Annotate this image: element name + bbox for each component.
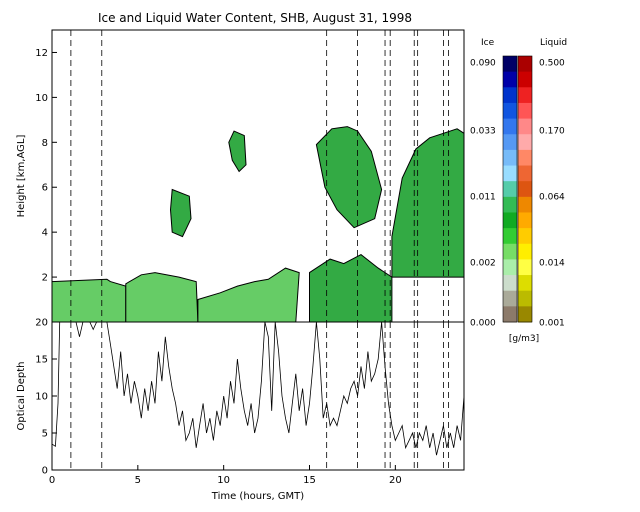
optical-depth-axis-ticks: 0 5 10 15 20 — [35, 318, 57, 477]
liquid-tick-1: 0.170 — [539, 127, 565, 137]
liquid-swatch-12 — [518, 243, 532, 260]
height-tick-label-8: 8 — [42, 138, 48, 149]
od-tick-label-20: 20 — [35, 318, 48, 329]
liquid-swatch-9 — [518, 196, 532, 213]
liquid-swatch-5 — [518, 134, 532, 151]
ice-swatch-3 — [503, 102, 517, 120]
cloud-region-0 — [51, 278, 127, 323]
time-axis-label: Time (hours, GMT) — [211, 491, 305, 502]
time-tick-label-0: 0 — [49, 475, 55, 486]
colorbar-liquid-label: Liquid — [540, 38, 567, 48]
liquid-tick-0: 0.500 — [539, 59, 565, 69]
liquid-swatch-16 — [518, 306, 532, 323]
time-tick-label-15: 15 — [303, 475, 316, 486]
liquid-swatch-14 — [518, 275, 532, 292]
height-tick-label-6: 6 — [42, 183, 48, 194]
liquid-swatch-11 — [518, 228, 532, 245]
time-tick-label-10: 10 — [217, 475, 230, 486]
liquid-tick-3: 0.014 — [539, 259, 565, 269]
ice-swatch-1 — [503, 71, 517, 88]
top-time-markers — [70, 30, 449, 322]
liquid-swatch-0 — [518, 56, 532, 73]
liquid-swatch-4 — [518, 118, 532, 135]
od-tick-label-15: 15 — [35, 355, 48, 366]
cloud-panel: 2 4 6 8 10 12 Height [km,AGL] — [16, 29, 465, 323]
ice-tick-3: 0.002 — [470, 259, 496, 269]
cloud-region-6 — [315, 126, 383, 229]
time-tick-label-5: 5 — [135, 475, 141, 486]
ice-swatch-0 — [503, 56, 517, 73]
colorbar-units: [g/m3] — [509, 334, 539, 344]
liquid-swatch-8 — [518, 181, 532, 198]
od-tick-label-0: 0 — [42, 466, 48, 477]
optical-depth-panel: 0 5 10 15 20 0 5 10 15 20 Optical Depth Time (ho… — [16, 318, 465, 502]
liquid-swatch-10 — [518, 212, 532, 229]
ice-tick-1: 0.033 — [470, 127, 496, 137]
height-tick-label-10: 10 — [35, 93, 48, 104]
height-tick-label-2: 2 — [42, 273, 48, 284]
colorbar-ice-label: Ice — [481, 38, 495, 48]
ice-colorbar-ticks: 0.090 0.033 0.011 0.002 0.000 — [470, 59, 496, 329]
ice-swatch-14 — [503, 275, 517, 292]
cloud-regions — [51, 126, 465, 323]
ice-outline — [502, 55, 518, 323]
liquid-colorbar — [517, 55, 533, 323]
liquid-swatch-15 — [518, 290, 532, 307]
cloud-region-2 — [197, 267, 300, 323]
optical-depth-axis-label: Optical Depth — [16, 362, 27, 431]
cloud-region-1 — [125, 272, 199, 323]
liquid-outline — [517, 55, 533, 323]
cloud-region-5 — [309, 254, 393, 323]
cloud-panel-frame — [51, 29, 465, 323]
ice-swatch-13 — [503, 259, 517, 276]
liquid-tick-2: 0.064 — [539, 193, 565, 203]
liquid-swatch-1 — [518, 71, 532, 88]
height-tick-label-12: 12 — [35, 48, 48, 59]
ice-swatch-16 — [503, 306, 517, 323]
time-axis-ticks: 0 5 10 15 20 — [49, 465, 402, 486]
colorbar: Ice Liquid 0.090 0.033 0.011 0.002 0.000 0.5… — [470, 38, 567, 344]
liquid-swatch-3 — [518, 102, 532, 120]
chart-title: Ice and Liquid Water Content, SHB, Augus… — [98, 11, 412, 25]
ice-swatch-5 — [503, 134, 517, 151]
bottom-time-markers — [70, 322, 449, 470]
ice-swatch-9 — [503, 196, 517, 213]
ice-swatch-8 — [503, 181, 517, 198]
cloud-region-4 — [169, 188, 192, 238]
ice-swatch-2 — [503, 87, 517, 104]
optical-depth-frame — [51, 321, 465, 471]
ice-swatch-12 — [503, 243, 517, 260]
cloud-region-7 — [391, 128, 465, 278]
ice-swatch-4 — [503, 118, 517, 135]
liquid-colorbar-ticks: 0.500 0.170 0.064 0.014 0.001 — [539, 59, 565, 329]
ice-swatch-10 — [503, 212, 517, 229]
ice-swatch-7 — [503, 165, 517, 182]
liquid-swatch-13 — [518, 259, 532, 276]
ice-swatch-15 — [503, 290, 517, 307]
od-tick-label-5: 5 — [42, 429, 48, 440]
height-axis-ticks: 2 4 6 8 10 12 — [35, 48, 57, 284]
ice-tick-0: 0.090 — [470, 59, 496, 69]
ice-tick-2: 0.011 — [470, 193, 496, 203]
liquid-swatch-7 — [518, 165, 532, 182]
ice-tick-4: 0.000 — [470, 319, 496, 329]
liquid-swatch-2 — [518, 87, 532, 104]
cloud-region-3 — [228, 130, 247, 173]
height-axis-label: Height [km,AGL] — [16, 135, 27, 218]
ice-colorbar — [502, 55, 518, 323]
height-tick-label-4: 4 — [42, 228, 48, 239]
liquid-tick-4: 0.001 — [539, 319, 565, 329]
liquid-swatch-6 — [518, 149, 532, 167]
od-tick-label-10: 10 — [35, 392, 48, 403]
time-tick-label-20: 20 — [389, 475, 402, 486]
ice-swatch-6 — [503, 149, 517, 167]
ice-swatch-11 — [503, 228, 517, 245]
optical-depth-series — [51, 321, 465, 456]
